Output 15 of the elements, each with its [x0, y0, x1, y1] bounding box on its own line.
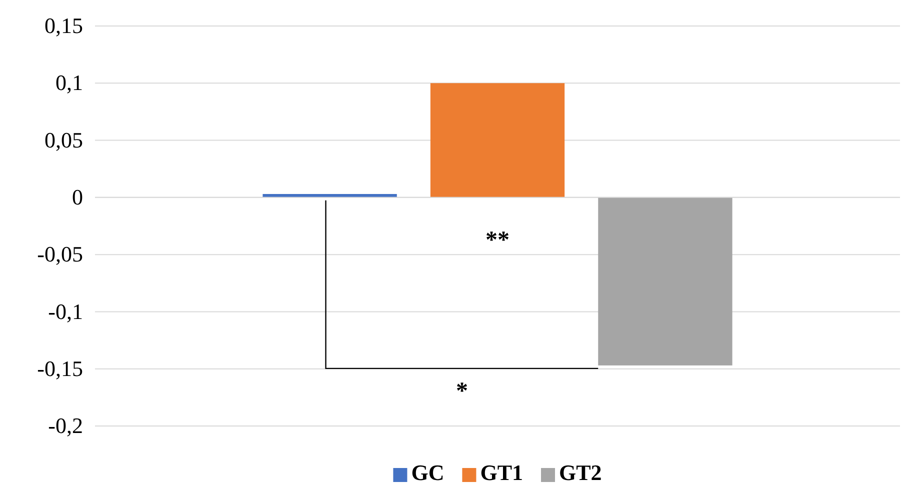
y-tick-label: 0,1 [56, 70, 83, 96]
y-tick-label: 0 [72, 184, 83, 210]
legend-label: GT2 [559, 460, 602, 485]
y-tick-label: -0,2 [48, 413, 83, 438]
annotation: * [456, 378, 468, 404]
annotation: ** [486, 227, 510, 254]
y-tick-label: -0,15 [37, 356, 83, 381]
bar [598, 197, 732, 366]
y-tick-label: -0,1 [48, 298, 83, 324]
legend-label: GT1 [480, 460, 523, 485]
y-tick-label: 0,15 [44, 13, 83, 38]
y-tick-label: -0,05 [37, 242, 83, 267]
legend-label: GC [411, 460, 444, 485]
y-tick-label: 0,05 [44, 127, 83, 152]
bar [430, 83, 565, 198]
